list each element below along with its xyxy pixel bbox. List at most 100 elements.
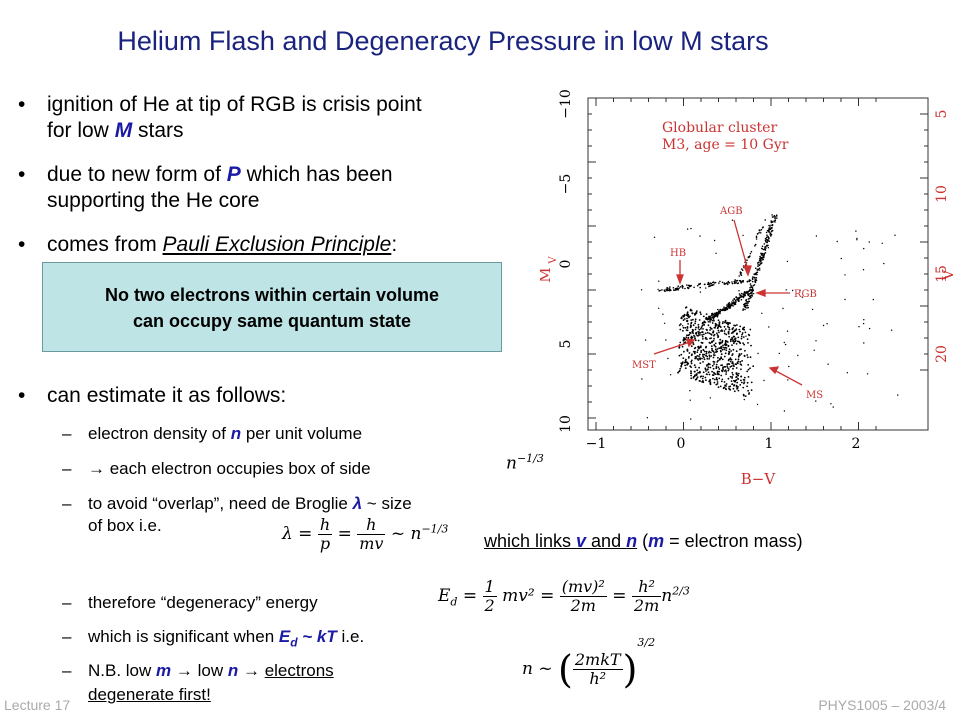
star-point — [709, 285, 711, 287]
star-point — [762, 226, 764, 228]
star-point — [766, 234, 768, 236]
star-point — [708, 358, 710, 360]
star-point — [773, 220, 775, 222]
star-point — [747, 256, 750, 259]
star-point — [713, 371, 715, 374]
star-point — [748, 280, 750, 282]
star-point — [733, 298, 736, 301]
star-point — [754, 272, 757, 275]
star-point — [723, 346, 725, 349]
star-point — [705, 350, 708, 353]
text: each electron occupies box of side — [105, 459, 371, 478]
star-point — [721, 378, 724, 381]
star-point — [712, 281, 715, 283]
star-point — [730, 380, 733, 382]
star-point — [689, 315, 691, 318]
star-point — [729, 388, 731, 391]
star-point — [755, 278, 757, 281]
frac-2mkt-h2: 2mkT h² — [572, 651, 623, 688]
star-point — [752, 289, 754, 292]
star-point — [685, 320, 688, 322]
star-point — [701, 331, 703, 333]
star-point — [713, 319, 715, 322]
star-point — [694, 357, 696, 360]
star-point — [731, 301, 733, 303]
star-point — [743, 394, 745, 397]
star-point — [738, 275, 740, 277]
star-point — [682, 285, 684, 288]
star-point — [682, 319, 685, 321]
star-point — [771, 214, 773, 216]
star-point — [697, 323, 700, 326]
star-point — [726, 304, 728, 306]
star-point — [732, 340, 734, 343]
star-point — [750, 296, 752, 299]
star-point — [728, 326, 731, 329]
dash: – — [62, 661, 72, 680]
star-point — [706, 357, 709, 360]
star-point — [732, 302, 734, 305]
star-point — [738, 341, 741, 344]
star-point — [761, 245, 764, 248]
star-point — [685, 314, 688, 317]
star-point — [699, 362, 702, 364]
star-point — [868, 241, 870, 243]
star-point — [732, 387, 735, 390]
links-note-text: which links v and n — [484, 531, 637, 551]
star-point — [739, 348, 741, 351]
star-point — [697, 339, 700, 342]
annotation-mst: MST — [632, 360, 656, 371]
star-point — [728, 303, 731, 306]
star-point — [691, 353, 693, 356]
star-point — [669, 286, 671, 288]
star-point — [733, 335, 735, 338]
star-point — [678, 346, 681, 348]
star-point — [694, 366, 697, 369]
star-point — [687, 287, 690, 290]
star-point — [736, 388, 738, 390]
star-point — [731, 362, 733, 364]
star-point — [731, 328, 734, 331]
star-point — [736, 297, 739, 299]
star-point — [815, 235, 818, 237]
star-point — [757, 352, 759, 355]
star-point — [737, 358, 740, 361]
star-point — [706, 373, 708, 376]
star-point — [764, 237, 767, 240]
star-point — [712, 331, 714, 334]
star-point — [713, 363, 715, 365]
star-point — [712, 314, 714, 316]
denominator: 2m — [570, 596, 596, 615]
star-point — [701, 335, 704, 338]
star-point — [712, 367, 715, 370]
star-point — [682, 326, 685, 329]
star-point — [749, 279, 752, 282]
star-point — [722, 367, 724, 370]
star-point — [695, 373, 698, 376]
star-point — [733, 340, 736, 343]
star-point — [752, 284, 755, 287]
star-point — [703, 350, 706, 353]
star-point — [813, 349, 815, 351]
star-point — [718, 370, 721, 373]
star-point — [740, 364, 743, 366]
star-point — [709, 329, 711, 331]
star-point — [714, 315, 716, 317]
arrow-right-icon: → — [171, 661, 198, 680]
star-point — [707, 282, 710, 284]
star-point — [740, 298, 743, 301]
star-point — [677, 371, 679, 374]
star-point — [716, 372, 719, 375]
star-point — [735, 367, 738, 369]
star-point — [754, 243, 757, 246]
star-point — [747, 364, 750, 366]
star-point — [728, 301, 731, 304]
left-tick-label: 10 — [558, 415, 574, 433]
star-point — [723, 308, 725, 310]
text: low — [197, 661, 228, 680]
star-point — [693, 336, 696, 338]
star-point — [739, 279, 742, 282]
star-point — [740, 335, 743, 338]
